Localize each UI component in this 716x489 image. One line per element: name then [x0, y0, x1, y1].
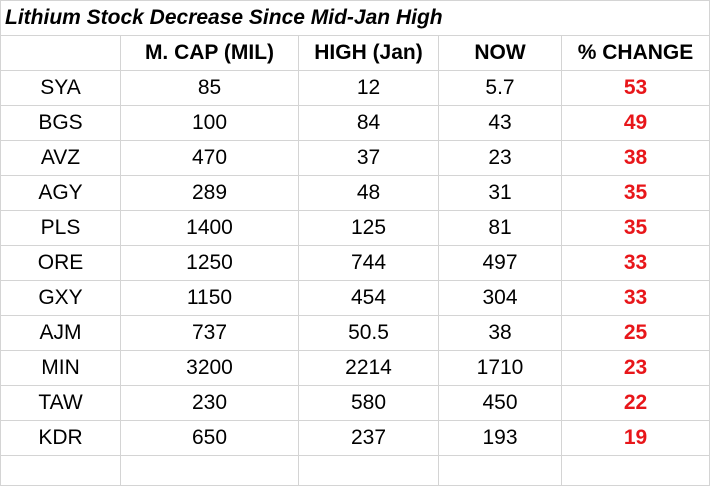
title-row: Lithium Stock Decrease Since Mid-Jan Hig… [0, 0, 710, 36]
change-cell: 33 [561, 245, 710, 281]
mcap-cell: 1400 [120, 210, 299, 246]
ticker-cell: AVZ [0, 140, 121, 176]
high-cell: 12 [298, 70, 439, 106]
change-cell: 53 [561, 70, 710, 106]
mcap-cell: 1250 [120, 245, 299, 281]
high-cell: 237 [298, 420, 439, 456]
high-cell: 37 [298, 140, 439, 176]
high-cell: 580 [298, 385, 439, 421]
change-cell: 49 [561, 105, 710, 141]
mcap-cell: 85 [120, 70, 299, 106]
header-high: HIGH (Jan) [298, 35, 439, 71]
table-row: ORE 1250 744 497 33 [0, 245, 710, 281]
now-cell: 497 [438, 245, 562, 281]
now-cell: 31 [438, 175, 562, 211]
now-cell: 193 [438, 420, 562, 456]
table-row: AVZ 470 37 23 38 [0, 140, 710, 176]
now-cell: 1710 [438, 350, 562, 386]
change-cell: 38 [561, 140, 710, 176]
table-row: BGS 100 84 43 49 [0, 105, 710, 141]
change-cell: 22 [561, 385, 710, 421]
ticker-cell: BGS [0, 105, 121, 141]
now-cell: 23 [438, 140, 562, 176]
change-cell: 35 [561, 210, 710, 246]
now-cell: 43 [438, 105, 562, 141]
empty-cell [561, 455, 710, 486]
empty-row [0, 455, 710, 486]
mcap-cell: 470 [120, 140, 299, 176]
ticker-cell: SYA [0, 70, 121, 106]
title-blank-cell [561, 0, 710, 36]
header-ticker [0, 35, 121, 71]
empty-cell [0, 455, 121, 486]
mcap-cell: 230 [120, 385, 299, 421]
empty-cell [438, 455, 562, 486]
now-cell: 38 [438, 315, 562, 351]
empty-cell [120, 455, 299, 486]
ticker-cell: MIN [0, 350, 121, 386]
table-row: AGY 289 48 31 35 [0, 175, 710, 211]
change-cell: 33 [561, 280, 710, 316]
table-row: TAW 230 580 450 22 [0, 385, 710, 421]
high-cell: 50.5 [298, 315, 439, 351]
header-mcap: M. CAP (MIL) [120, 35, 299, 71]
change-cell: 25 [561, 315, 710, 351]
ticker-cell: ORE [0, 245, 121, 281]
mcap-cell: 100 [120, 105, 299, 141]
ticker-cell: KDR [0, 420, 121, 456]
mcap-cell: 289 [120, 175, 299, 211]
ticker-cell: AGY [0, 175, 121, 211]
empty-cell [298, 455, 439, 486]
high-cell: 125 [298, 210, 439, 246]
table-row: KDR 650 237 193 19 [0, 420, 710, 456]
high-cell: 744 [298, 245, 439, 281]
change-cell: 19 [561, 420, 710, 456]
mcap-cell: 1150 [120, 280, 299, 316]
header-change: % CHANGE [561, 35, 710, 71]
table-title: Lithium Stock Decrease Since Mid-Jan Hig… [0, 0, 562, 36]
table-row: MIN 3200 2214 1710 23 [0, 350, 710, 386]
mcap-cell: 3200 [120, 350, 299, 386]
now-cell: 81 [438, 210, 562, 246]
change-cell: 35 [561, 175, 710, 211]
change-cell: 23 [561, 350, 710, 386]
mcap-cell: 737 [120, 315, 299, 351]
ticker-cell: TAW [0, 385, 121, 421]
table-row: PLS 1400 125 81 35 [0, 210, 710, 246]
ticker-cell: GXY [0, 280, 121, 316]
high-cell: 48 [298, 175, 439, 211]
header-now: NOW [438, 35, 562, 71]
header-row: M. CAP (MIL) HIGH (Jan) NOW % CHANGE [0, 35, 710, 71]
high-cell: 454 [298, 280, 439, 316]
mcap-cell: 650 [120, 420, 299, 456]
table-row: SYA 85 12 5.7 53 [0, 70, 710, 106]
high-cell: 84 [298, 105, 439, 141]
ticker-cell: PLS [0, 210, 121, 246]
table-row: AJM 737 50.5 38 25 [0, 315, 710, 351]
ticker-cell: AJM [0, 315, 121, 351]
now-cell: 304 [438, 280, 562, 316]
high-cell: 2214 [298, 350, 439, 386]
table-row: GXY 1150 454 304 33 [0, 280, 710, 316]
now-cell: 5.7 [438, 70, 562, 106]
now-cell: 450 [438, 385, 562, 421]
